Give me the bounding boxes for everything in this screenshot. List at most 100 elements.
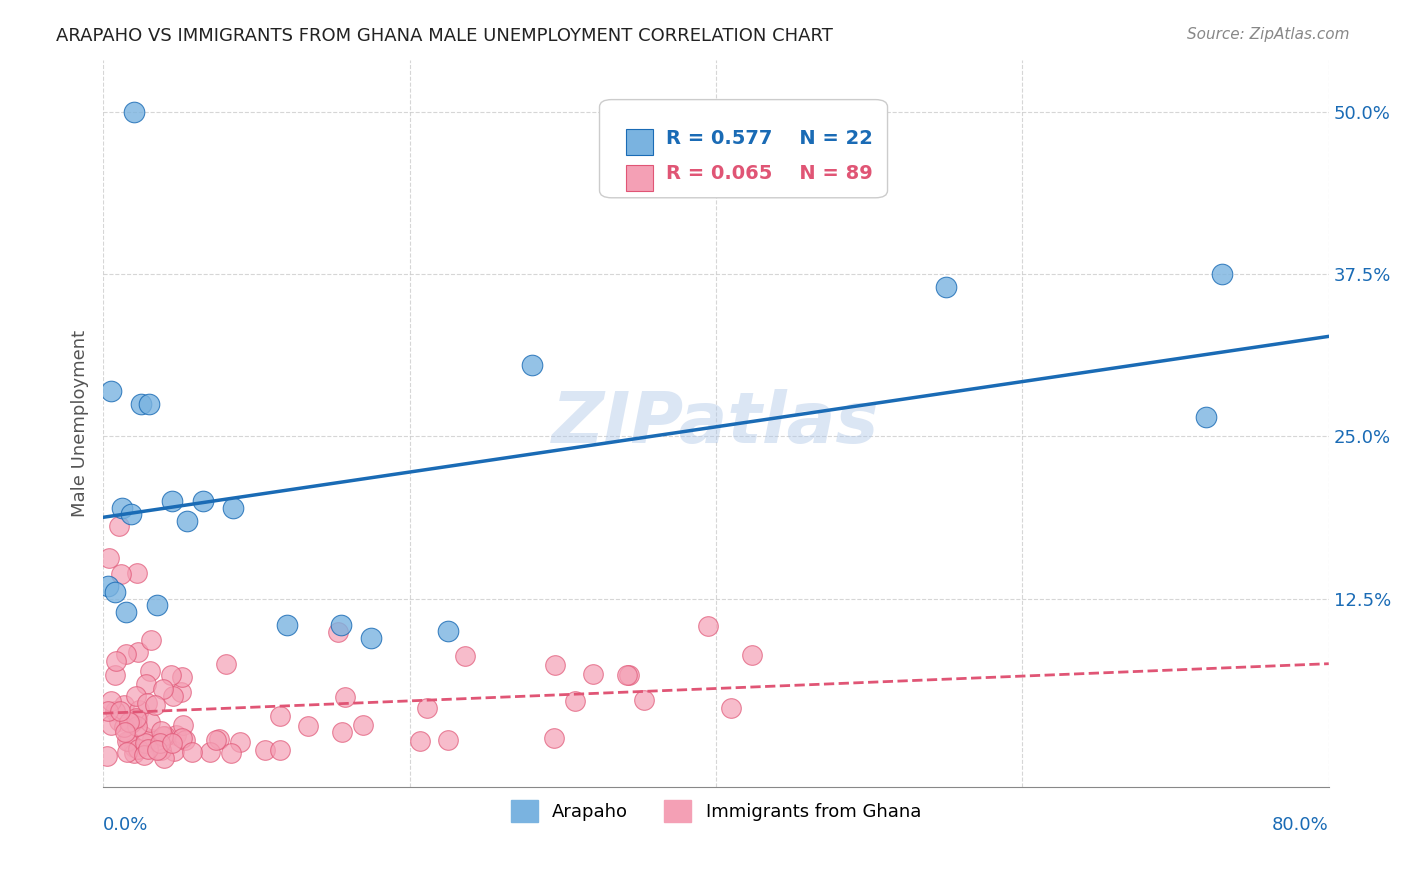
Point [176,514,198,528]
Point [104,585,127,599]
Point [170,670,193,684]
Point [150,724,173,739]
FancyBboxPatch shape [627,165,654,191]
Point [191,494,214,508]
Point [160,668,183,682]
Point [720,701,742,715]
Point [360,631,382,645]
Point [135,677,157,691]
Point [100,717,122,731]
Point [619,668,641,682]
Point [97,704,120,718]
Point [138,397,160,411]
Point [935,280,957,294]
Point [108,714,131,728]
Y-axis label: Male Unemployment: Male Unemployment [72,330,89,516]
Point [269,742,291,756]
Point [118,733,141,747]
Point [114,720,136,734]
Point [543,731,565,745]
Point [134,736,156,750]
Point [352,717,374,731]
Point [110,500,132,515]
Point [115,745,138,759]
Legend: Arapaho, Immigrants from Ghana: Arapaho, Immigrants from Ghana [503,792,928,829]
Point [98,551,121,566]
Point [141,632,163,647]
Point [437,624,460,638]
Text: 80.0%: 80.0% [1272,816,1329,834]
Point [110,566,132,581]
Point [145,598,167,612]
Point [122,740,145,755]
Point [143,698,166,712]
Point [200,745,222,759]
Text: R = 0.577    N = 22: R = 0.577 N = 22 [665,129,873,148]
Point [269,708,291,723]
Point [160,736,183,750]
Point [138,665,160,679]
Point [125,711,148,725]
Point [172,731,194,745]
Point [96,748,118,763]
Point [115,605,138,619]
Text: ZIPatlas: ZIPatlas [553,389,880,458]
Point [208,731,231,746]
Point [110,704,132,718]
Point [122,746,145,760]
Point [276,617,298,632]
Point [97,579,120,593]
Text: ARAPAHO VS IMMIGRANTS FROM GHANA MALE UNEMPLOYMENT CORRELATION CHART: ARAPAHO VS IMMIGRANTS FROM GHANA MALE UN… [56,27,834,45]
Point [165,728,187,742]
Point [696,619,718,633]
Point [122,104,145,119]
Point [105,654,128,668]
Point [125,689,148,703]
Point [1195,409,1218,424]
Point [112,698,135,712]
Point [335,690,357,705]
Point [115,648,138,662]
Point [104,668,127,682]
Point [138,715,160,730]
Point [564,694,586,708]
Point [108,519,131,533]
Point [163,743,186,757]
Point [100,384,122,398]
Point [222,500,245,515]
Point [160,494,183,508]
Point [114,725,136,739]
Point [544,658,567,673]
Point [120,716,142,731]
Point [633,693,655,707]
Point [409,733,432,747]
Point [741,648,763,662]
Point [205,732,228,747]
Point [172,718,194,732]
Point [150,743,173,757]
Point [153,729,176,743]
Point [132,748,155,763]
Point [146,743,169,757]
FancyBboxPatch shape [627,129,654,154]
Point [125,712,148,726]
Point [582,667,605,681]
Point [229,734,252,748]
Point [104,704,127,718]
Point [174,732,197,747]
Point [520,358,543,372]
Point [170,685,193,699]
Point [131,397,153,411]
Point [215,657,238,672]
Point [127,742,149,756]
Point [616,668,638,682]
Point [118,714,141,729]
Point [329,617,352,632]
Point [330,725,353,739]
Point [180,745,202,759]
Point [127,645,149,659]
Point [437,733,460,747]
Point [152,682,174,697]
Point [127,566,149,580]
Text: Source: ZipAtlas.com: Source: ZipAtlas.com [1187,27,1350,42]
